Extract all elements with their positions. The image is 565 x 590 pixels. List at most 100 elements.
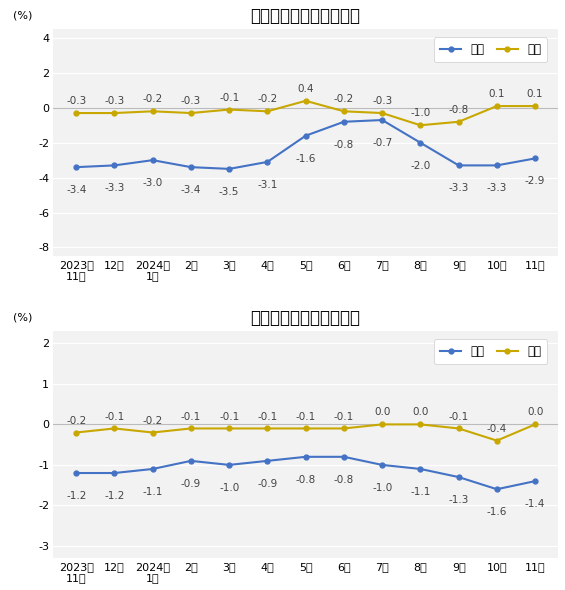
Text: 0.0: 0.0 xyxy=(374,408,390,418)
Text: -0.8: -0.8 xyxy=(334,140,354,150)
同比 xyxy=(73,163,80,171)
同比 xyxy=(264,457,271,464)
环比 xyxy=(455,118,462,125)
同比 xyxy=(532,477,538,484)
同比 xyxy=(493,486,500,493)
同比 xyxy=(493,162,500,169)
Text: -1.1: -1.1 xyxy=(410,487,431,497)
环比 xyxy=(302,97,309,104)
Text: -1.1: -1.1 xyxy=(142,487,163,497)
Text: -3.5: -3.5 xyxy=(219,187,240,197)
同比 xyxy=(226,461,233,468)
Text: -1.4: -1.4 xyxy=(525,499,545,509)
Text: 0.1: 0.1 xyxy=(489,89,505,99)
Text: -0.3: -0.3 xyxy=(372,96,392,106)
同比 xyxy=(417,139,424,146)
同比 xyxy=(111,470,118,477)
同比 xyxy=(111,162,118,169)
环比 xyxy=(417,421,424,428)
Text: -0.3: -0.3 xyxy=(105,96,125,106)
Text: -0.1: -0.1 xyxy=(181,411,201,421)
环比 xyxy=(341,425,347,432)
同比 xyxy=(455,162,462,169)
Text: (%): (%) xyxy=(13,10,32,20)
同比 xyxy=(188,457,194,464)
环比 xyxy=(493,103,500,110)
同比 xyxy=(149,466,156,473)
环比 xyxy=(226,425,233,432)
环比 xyxy=(341,108,347,115)
环比 xyxy=(532,103,538,110)
Text: -1.6: -1.6 xyxy=(295,154,316,164)
Text: -1.2: -1.2 xyxy=(105,491,125,501)
Text: -0.1: -0.1 xyxy=(219,411,240,421)
Text: -1.2: -1.2 xyxy=(66,491,86,501)
环比 xyxy=(379,110,385,117)
Text: 0.0: 0.0 xyxy=(527,408,544,418)
Legend: 同比, 环比: 同比, 环比 xyxy=(434,339,547,364)
Text: -0.1: -0.1 xyxy=(219,93,240,103)
同比 xyxy=(188,163,194,171)
同比 xyxy=(341,453,347,460)
同比 xyxy=(379,461,385,468)
Text: -1.3: -1.3 xyxy=(449,495,469,505)
Text: -0.1: -0.1 xyxy=(105,411,125,421)
环比 xyxy=(73,429,80,436)
Text: -1.0: -1.0 xyxy=(372,483,392,493)
环比 xyxy=(188,425,194,432)
Text: -0.9: -0.9 xyxy=(181,479,201,489)
环比 xyxy=(493,437,500,444)
同比 xyxy=(264,158,271,165)
Text: -0.1: -0.1 xyxy=(257,411,277,421)
同比 xyxy=(226,165,233,172)
Text: (%): (%) xyxy=(13,312,32,322)
Text: -0.8: -0.8 xyxy=(449,105,469,115)
Text: -0.4: -0.4 xyxy=(486,424,507,434)
Text: -0.2: -0.2 xyxy=(142,415,163,425)
Text: -0.3: -0.3 xyxy=(181,96,201,106)
同比 xyxy=(379,116,385,123)
Legend: 同比, 环比: 同比, 环比 xyxy=(434,37,547,63)
Text: -0.2: -0.2 xyxy=(334,94,354,104)
环比 xyxy=(111,110,118,117)
Text: -0.2: -0.2 xyxy=(257,94,277,104)
Text: -3.3: -3.3 xyxy=(449,183,469,194)
Text: -0.2: -0.2 xyxy=(66,415,86,425)
Line: 同比: 同比 xyxy=(74,117,537,171)
同比 xyxy=(532,155,538,162)
环比 xyxy=(302,425,309,432)
Text: 0.1: 0.1 xyxy=(527,89,544,99)
Text: -0.9: -0.9 xyxy=(257,479,277,489)
Title: 生产资料出厂价格涨跌幅: 生产资料出厂价格涨跌幅 xyxy=(251,7,360,25)
Text: -1.0: -1.0 xyxy=(410,109,431,119)
同比 xyxy=(341,118,347,125)
Text: -1.0: -1.0 xyxy=(219,483,240,493)
Text: -0.1: -0.1 xyxy=(295,411,316,421)
Text: 0.4: 0.4 xyxy=(297,84,314,94)
Text: -0.8: -0.8 xyxy=(295,475,316,485)
同比 xyxy=(302,132,309,139)
Text: 0.0: 0.0 xyxy=(412,408,429,418)
Line: 同比: 同比 xyxy=(74,454,537,491)
Line: 环比: 环比 xyxy=(74,422,537,443)
Text: -0.7: -0.7 xyxy=(372,138,392,148)
环比 xyxy=(379,421,385,428)
Title: 生活资料出厂价格涨跌幅: 生活资料出厂价格涨跌幅 xyxy=(251,309,360,327)
同比 xyxy=(73,470,80,477)
Text: -3.0: -3.0 xyxy=(142,178,163,188)
环比 xyxy=(417,122,424,129)
同比 xyxy=(455,474,462,481)
环比 xyxy=(264,425,271,432)
环比 xyxy=(532,421,538,428)
同比 xyxy=(149,156,156,163)
Text: -3.1: -3.1 xyxy=(257,180,277,190)
环比 xyxy=(264,108,271,115)
同比 xyxy=(302,453,309,460)
Text: -0.1: -0.1 xyxy=(334,411,354,421)
环比 xyxy=(73,110,80,117)
环比 xyxy=(111,425,118,432)
Text: -3.4: -3.4 xyxy=(181,185,201,195)
环比 xyxy=(188,110,194,117)
环比 xyxy=(149,429,156,436)
Text: -2.0: -2.0 xyxy=(410,160,431,171)
